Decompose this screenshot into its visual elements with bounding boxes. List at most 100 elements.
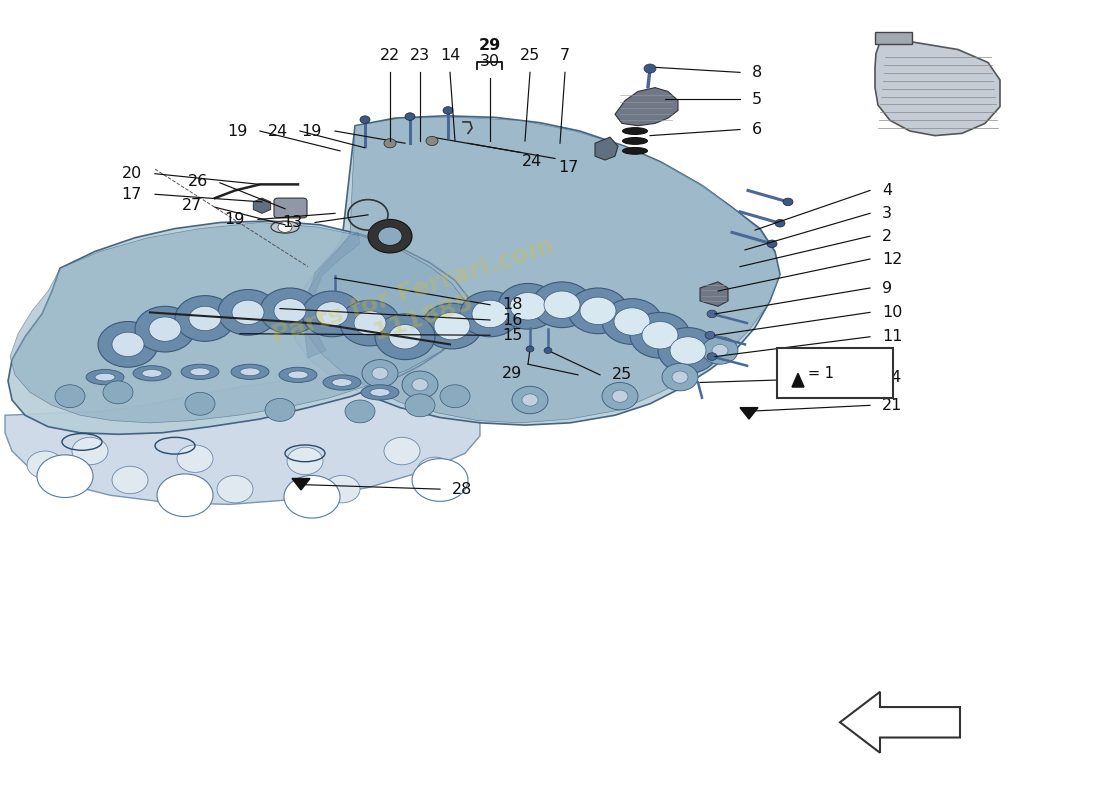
Circle shape [112,332,144,357]
Circle shape [217,475,253,503]
Circle shape [498,283,558,329]
Circle shape [354,311,386,335]
Circle shape [630,312,690,358]
Circle shape [384,438,420,465]
Polygon shape [8,221,470,434]
Circle shape [602,298,662,344]
Circle shape [402,371,438,398]
Text: 13: 13 [282,215,303,230]
Circle shape [28,451,63,478]
Circle shape [460,291,520,337]
Circle shape [568,288,628,334]
Circle shape [642,322,678,349]
Circle shape [177,445,213,472]
Text: 19: 19 [301,123,322,138]
Text: 4: 4 [882,183,892,198]
Circle shape [614,308,650,335]
Ellipse shape [240,368,260,376]
Ellipse shape [271,221,299,233]
Text: 29: 29 [502,366,522,381]
Circle shape [405,113,415,120]
Circle shape [422,303,482,349]
Polygon shape [302,232,360,358]
Polygon shape [874,42,1000,136]
Polygon shape [700,282,728,306]
Circle shape [148,317,182,342]
Circle shape [767,240,777,248]
Circle shape [324,475,360,503]
Circle shape [512,386,548,414]
Circle shape [362,360,398,387]
Text: 5: 5 [752,91,762,106]
Text: 26: 26 [188,174,208,189]
Circle shape [783,198,793,206]
Text: 7: 7 [560,48,570,63]
Text: = 1: = 1 [808,366,834,381]
Text: 20: 20 [122,166,142,182]
Polygon shape [595,137,618,160]
Circle shape [417,457,453,485]
Ellipse shape [95,374,116,381]
Text: 28: 28 [452,482,472,497]
Circle shape [278,222,292,232]
Polygon shape [792,374,804,387]
Text: 25: 25 [520,48,540,63]
Circle shape [98,322,158,367]
Text: 30: 30 [480,54,501,69]
Circle shape [368,219,412,253]
Circle shape [274,298,306,323]
Circle shape [510,293,546,320]
Ellipse shape [623,138,648,144]
Text: 17: 17 [122,186,142,202]
Circle shape [672,371,688,383]
Ellipse shape [279,367,317,382]
Text: 27: 27 [182,198,202,214]
Circle shape [405,394,435,417]
Text: 14: 14 [440,48,460,63]
Circle shape [360,116,370,123]
Circle shape [702,337,738,364]
Polygon shape [302,118,780,423]
Circle shape [340,300,400,346]
Ellipse shape [623,128,648,134]
Ellipse shape [323,375,361,390]
Ellipse shape [190,368,210,376]
Circle shape [55,385,85,408]
Circle shape [522,394,538,406]
Text: 18: 18 [502,298,522,312]
Ellipse shape [133,366,170,381]
Circle shape [218,290,278,335]
Ellipse shape [623,147,648,154]
Circle shape [472,300,508,328]
Ellipse shape [231,364,270,379]
Circle shape [345,400,375,423]
Ellipse shape [86,370,124,385]
Circle shape [287,447,323,474]
Circle shape [302,291,362,337]
Circle shape [384,138,396,148]
Circle shape [37,455,94,498]
Ellipse shape [370,389,390,396]
Polygon shape [874,32,912,44]
Polygon shape [6,377,480,504]
Ellipse shape [288,371,308,378]
Circle shape [712,344,728,357]
Circle shape [378,227,402,246]
Circle shape [612,390,628,402]
Circle shape [232,300,264,325]
Circle shape [426,136,438,146]
Polygon shape [840,692,960,753]
Circle shape [658,328,718,374]
Text: 21: 21 [882,398,902,413]
Circle shape [443,106,453,114]
Text: 24: 24 [267,123,288,138]
Circle shape [670,337,706,364]
Polygon shape [292,116,780,425]
Text: 8: 8 [752,65,762,80]
Text: 23: 23 [410,48,430,63]
Circle shape [157,474,213,517]
Text: 10: 10 [882,305,902,320]
Circle shape [185,392,214,415]
Circle shape [412,458,468,502]
Circle shape [284,475,340,518]
